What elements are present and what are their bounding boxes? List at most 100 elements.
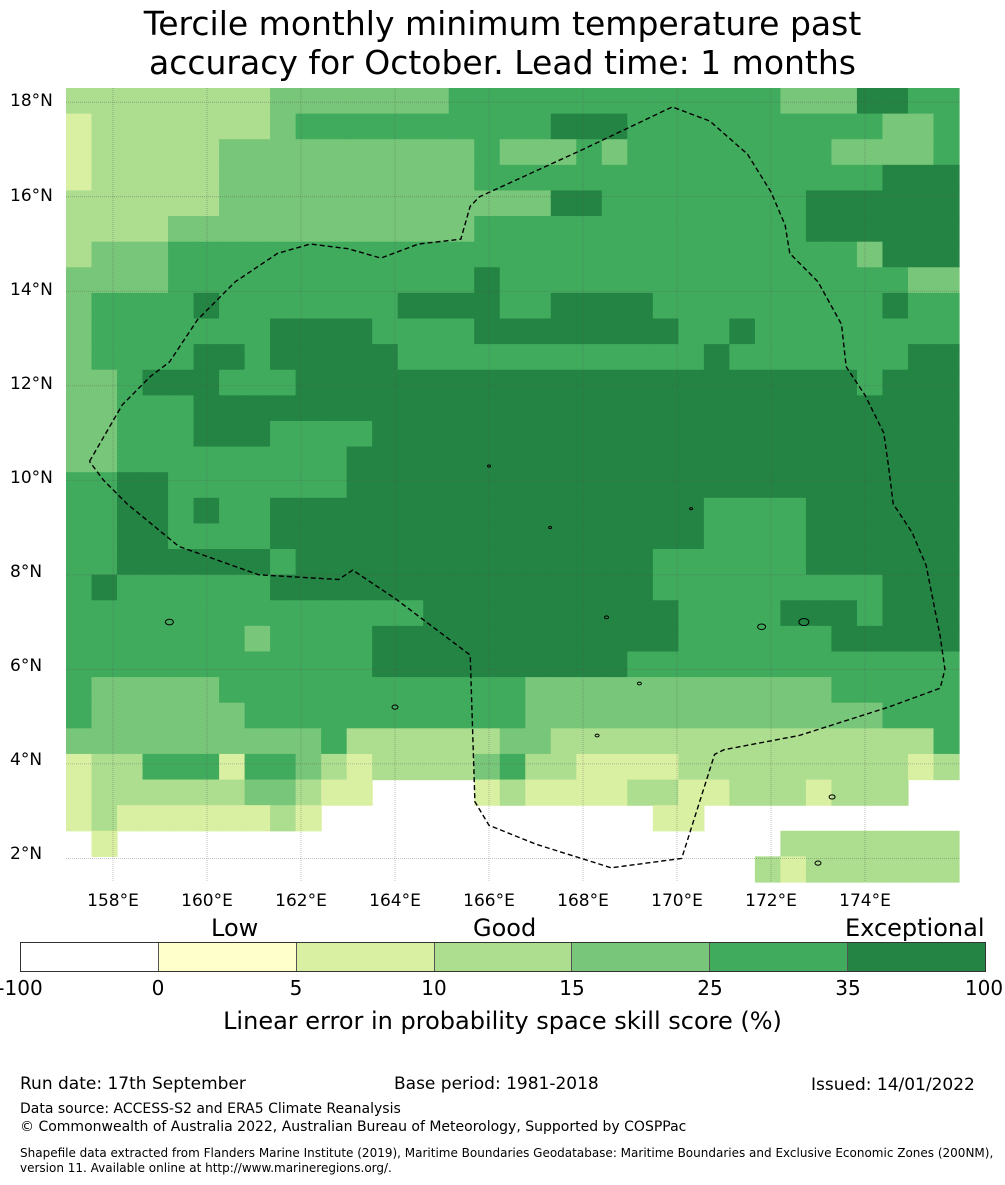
skill-cell	[907, 292, 935, 320]
skill-cell	[933, 395, 960, 422]
skill-cell	[652, 549, 679, 576]
skill-cell	[678, 472, 705, 499]
skill-cell	[754, 113, 781, 140]
skill-cell	[423, 753, 450, 781]
skill-cell	[117, 420, 144, 448]
skill-cell	[321, 164, 348, 192]
skill-cell	[805, 241, 833, 268]
skill-cell	[907, 344, 935, 371]
skill-cell	[525, 267, 552, 294]
shapefile-credit-line-1: Shapefile data extracted from Flanders M…	[20, 1146, 994, 1160]
skill-cell	[856, 318, 884, 345]
skill-cell	[601, 779, 628, 806]
skill-cell	[856, 497, 884, 525]
skill-cell	[244, 651, 271, 678]
skill-cell	[933, 139, 960, 166]
skill-cell	[678, 702, 705, 729]
skill-cell	[856, 830, 884, 857]
skill-cell	[321, 344, 348, 371]
skill-cell	[91, 318, 118, 345]
skill-cell	[882, 625, 909, 653]
skill-cell	[423, 728, 450, 755]
skill-cell	[142, 420, 169, 448]
skill-cell	[295, 420, 322, 448]
skill-cell	[423, 446, 450, 473]
skill-cell	[91, 344, 118, 371]
skill-cell	[168, 574, 195, 601]
skill-cell	[627, 779, 654, 806]
skill-cell	[346, 139, 373, 166]
skill-cell	[882, 88, 909, 115]
skill-cell	[627, 523, 654, 550]
skill-cell	[66, 344, 93, 371]
skill-cell	[907, 651, 935, 678]
skill-cell	[805, 497, 833, 525]
lon-label: 164°E	[369, 891, 421, 911]
skill-cell	[780, 574, 807, 601]
skill-cell	[576, 497, 603, 525]
skill-cell	[346, 318, 373, 345]
skill-cell	[168, 702, 195, 729]
skill-cell	[117, 472, 144, 499]
skill-cell	[397, 318, 424, 345]
skill-cell	[831, 241, 858, 268]
skill-cell	[474, 702, 501, 729]
skill-cell	[882, 420, 909, 448]
skill-cell	[219, 267, 246, 294]
skill-cell	[525, 292, 552, 320]
skill-cell	[168, 113, 195, 140]
skill-cell	[66, 472, 93, 499]
skill-cell	[346, 190, 373, 217]
skill-cell	[576, 600, 603, 627]
skill-cell	[219, 472, 246, 499]
skill-cell	[780, 651, 807, 678]
skill-cell	[601, 753, 628, 781]
skill-cell	[703, 472, 730, 499]
skill-cell	[856, 472, 884, 499]
skill-cell	[627, 267, 654, 294]
skill-cell	[219, 805, 246, 832]
skill-cell	[372, 728, 399, 755]
skill-cell	[117, 395, 144, 422]
skill-cell	[346, 164, 373, 192]
skill-cell	[652, 753, 679, 781]
skill-cell	[219, 625, 246, 653]
skill-cell	[270, 318, 297, 345]
skill-cell	[601, 472, 628, 499]
skill-cell	[193, 651, 220, 678]
skill-cell	[780, 600, 807, 627]
skill-cell	[805, 164, 833, 192]
base-period: Base period: 1981-2018	[394, 1074, 599, 1094]
skill-cell	[831, 344, 858, 371]
island-outline	[757, 623, 767, 631]
lat-label: 4°N	[10, 750, 43, 770]
skill-cell	[244, 344, 271, 371]
skill-cell	[652, 216, 679, 243]
skill-cell	[652, 139, 679, 166]
skill-cell	[499, 267, 526, 294]
skill-cell	[933, 677, 960, 704]
skill-cell	[168, 216, 195, 243]
skill-cell	[499, 702, 526, 729]
skill-cell	[448, 113, 475, 140]
issued-date: Issued: 14/01/2022	[811, 1075, 975, 1095]
skill-cell	[652, 472, 679, 499]
skill-cell	[117, 497, 144, 525]
skill-cell	[576, 779, 603, 806]
skill-cell	[678, 779, 705, 806]
skill-cell	[499, 446, 526, 473]
skill-cell	[295, 753, 322, 781]
skill-cell	[168, 779, 195, 806]
skill-cell	[321, 318, 348, 345]
skill-cell	[448, 574, 475, 601]
skill-cell	[856, 164, 884, 192]
skill-cell	[601, 164, 628, 192]
skill-cell	[372, 549, 399, 576]
skill-cell	[448, 753, 475, 781]
skill-cell	[831, 600, 858, 627]
skill-cell	[933, 113, 960, 140]
skill-cell	[754, 523, 781, 550]
skill-cell	[780, 164, 807, 192]
skill-cell	[270, 369, 297, 396]
skill-cell	[91, 830, 118, 857]
